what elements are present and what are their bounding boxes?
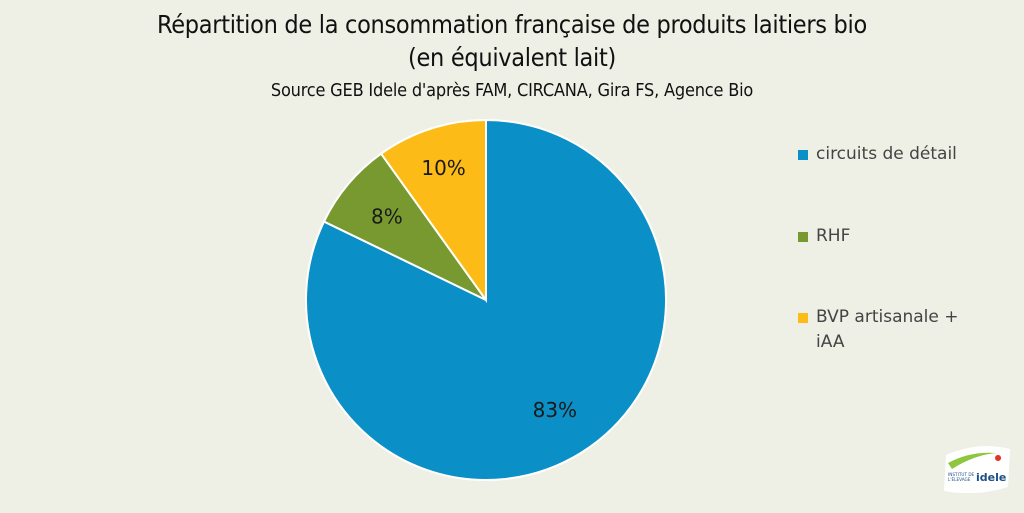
pie-slice bbox=[322, 152, 487, 301]
legend-swatch bbox=[798, 150, 808, 160]
chart-title-line1: Répartition de la consommation française… bbox=[157, 10, 867, 39]
slice-data-label: 8% bbox=[371, 205, 403, 229]
chart-subtitle: Source GEB Idele d'après FAM, CIRCANA, G… bbox=[270, 80, 754, 101]
legend-swatch bbox=[798, 232, 808, 242]
slice-data-label: 83% bbox=[533, 398, 577, 422]
legend-label: circuits de détail bbox=[816, 144, 957, 164]
logo-dot bbox=[995, 455, 1002, 461]
slice-data-label: 10% bbox=[421, 156, 465, 180]
legend-item-rhf: RHF bbox=[798, 224, 986, 249]
idele-logo: INSTITUT DE L'ÉLEVAGE idele bbox=[944, 446, 1010, 493]
logo-text-line1: INSTITUT DE bbox=[948, 472, 975, 477]
legend-swatch bbox=[798, 313, 808, 323]
logo-swoosh bbox=[948, 452, 996, 469]
legend-label: RHF bbox=[816, 226, 851, 246]
legend-item-circuits: circuits de détail bbox=[798, 142, 986, 167]
pie-slice bbox=[379, 118, 487, 304]
logo-background bbox=[944, 446, 1010, 493]
chart-title-line2: (en équivalent lait) bbox=[408, 43, 616, 72]
legend-label: BVP artisanale + iAA bbox=[816, 307, 959, 352]
legend-item-bvp: BVP artisanale + iAA bbox=[798, 305, 986, 355]
logo-brand: idele bbox=[976, 471, 1006, 484]
logo-text-line2: L'ÉLEVAGE bbox=[948, 477, 971, 482]
chart-title: Répartition de la consommation française… bbox=[0, 8, 1024, 104]
